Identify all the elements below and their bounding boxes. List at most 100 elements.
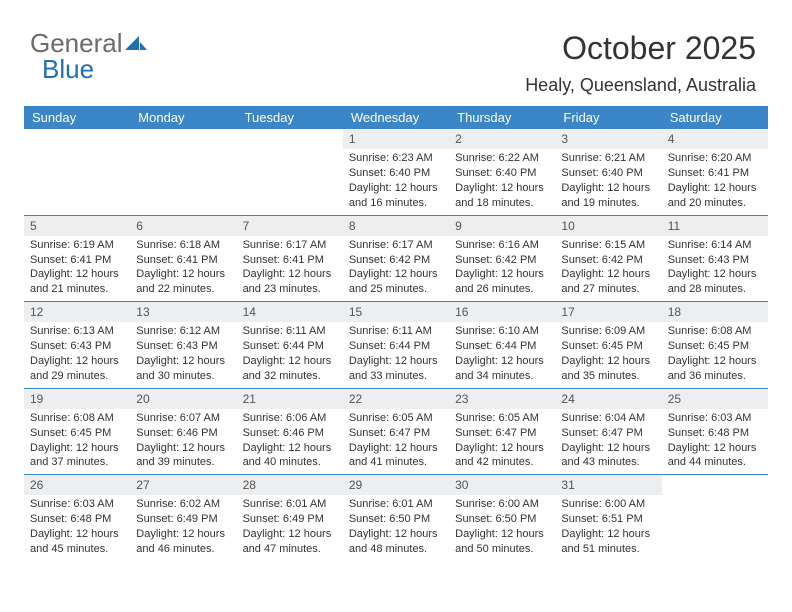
calendar-cell: 5Sunrise: 6:19 AMSunset: 6:41 PMDaylight… xyxy=(24,216,130,302)
daylight-line-2: and 40 minutes. xyxy=(243,455,337,470)
calendar-cell: 19Sunrise: 6:08 AMSunset: 6:45 PMDayligh… xyxy=(24,389,130,475)
cell-body: Sunrise: 6:04 AMSunset: 6:47 PMDaylight:… xyxy=(555,409,661,474)
calendar-cell: 2Sunrise: 6:22 AMSunset: 6:40 PMDaylight… xyxy=(449,129,555,215)
daylight-line-1: Daylight: 12 hours xyxy=(349,181,443,196)
sunset-line: Sunset: 6:43 PM xyxy=(136,339,230,354)
calendar-cell xyxy=(237,129,343,215)
daylight-line-1: Daylight: 12 hours xyxy=(30,354,124,369)
daylight-line-2: and 20 minutes. xyxy=(668,196,762,211)
sunset-line: Sunset: 6:41 PM xyxy=(30,253,124,268)
daylight-line-2: and 29 minutes. xyxy=(30,369,124,384)
day-number: 17 xyxy=(555,302,661,322)
day-number: 14 xyxy=(237,302,343,322)
sunrise-line: Sunrise: 6:12 AM xyxy=(136,324,230,339)
calendar-cell: 4Sunrise: 6:20 AMSunset: 6:41 PMDaylight… xyxy=(662,129,768,215)
day-number: 31 xyxy=(555,475,661,495)
sunset-line: Sunset: 6:50 PM xyxy=(349,512,443,527)
day-number: 24 xyxy=(555,389,661,409)
daylight-line-1: Daylight: 12 hours xyxy=(136,354,230,369)
day-number: 29 xyxy=(343,475,449,495)
day-header: Sunday xyxy=(24,106,130,129)
sunset-line: Sunset: 6:41 PM xyxy=(668,166,762,181)
daylight-line-1: Daylight: 12 hours xyxy=(349,267,443,282)
sunrise-line: Sunrise: 6:02 AM xyxy=(136,497,230,512)
sunset-line: Sunset: 6:40 PM xyxy=(349,166,443,181)
sunset-line: Sunset: 6:43 PM xyxy=(668,253,762,268)
calendar-cell: 22Sunrise: 6:05 AMSunset: 6:47 PMDayligh… xyxy=(343,389,449,475)
daylight-line-2: and 37 minutes. xyxy=(30,455,124,470)
calendar-cell: 13Sunrise: 6:12 AMSunset: 6:43 PMDayligh… xyxy=(130,302,236,388)
sunset-line: Sunset: 6:46 PM xyxy=(136,426,230,441)
calendar-week: 26Sunrise: 6:03 AMSunset: 6:48 PMDayligh… xyxy=(24,474,768,561)
sunrise-line: Sunrise: 6:18 AM xyxy=(136,238,230,253)
calendar-grid: SundayMondayTuesdayWednesdayThursdayFrid… xyxy=(24,106,768,561)
calendar-week: 5Sunrise: 6:19 AMSunset: 6:41 PMDaylight… xyxy=(24,215,768,302)
day-number: 22 xyxy=(343,389,449,409)
daylight-line-1: Daylight: 12 hours xyxy=(668,181,762,196)
day-number: 28 xyxy=(237,475,343,495)
sunrise-line: Sunrise: 6:05 AM xyxy=(349,411,443,426)
cell-body: Sunrise: 6:01 AMSunset: 6:49 PMDaylight:… xyxy=(237,495,343,560)
cell-body: Sunrise: 6:12 AMSunset: 6:43 PMDaylight:… xyxy=(130,322,236,387)
sunset-line: Sunset: 6:47 PM xyxy=(561,426,655,441)
sunset-line: Sunset: 6:41 PM xyxy=(136,253,230,268)
cell-body: Sunrise: 6:11 AMSunset: 6:44 PMDaylight:… xyxy=(343,322,449,387)
sunset-line: Sunset: 6:46 PM xyxy=(243,426,337,441)
daylight-line-1: Daylight: 12 hours xyxy=(30,267,124,282)
day-header: Thursday xyxy=(449,106,555,129)
calendar-week: 1Sunrise: 6:23 AMSunset: 6:40 PMDaylight… xyxy=(24,129,768,215)
day-number: 9 xyxy=(449,216,555,236)
sunrise-line: Sunrise: 6:14 AM xyxy=(668,238,762,253)
sunrise-line: Sunrise: 6:23 AM xyxy=(349,151,443,166)
daylight-line-2: and 22 minutes. xyxy=(136,282,230,297)
cell-body: Sunrise: 6:10 AMSunset: 6:44 PMDaylight:… xyxy=(449,322,555,387)
sunset-line: Sunset: 6:49 PM xyxy=(243,512,337,527)
calendar-cell: 31Sunrise: 6:00 AMSunset: 6:51 PMDayligh… xyxy=(555,475,661,561)
sunset-line: Sunset: 6:49 PM xyxy=(136,512,230,527)
cell-body: Sunrise: 6:20 AMSunset: 6:41 PMDaylight:… xyxy=(662,149,768,214)
sunrise-line: Sunrise: 6:08 AM xyxy=(30,411,124,426)
day-number: 25 xyxy=(662,389,768,409)
daylight-line-1: Daylight: 12 hours xyxy=(243,267,337,282)
brand-text-2: Blue xyxy=(42,54,94,85)
daylight-line-1: Daylight: 12 hours xyxy=(455,441,549,456)
cell-body: Sunrise: 6:19 AMSunset: 6:41 PMDaylight:… xyxy=(24,236,130,301)
sunrise-line: Sunrise: 6:19 AM xyxy=(30,238,124,253)
sunrise-line: Sunrise: 6:04 AM xyxy=(561,411,655,426)
cell-body: Sunrise: 6:02 AMSunset: 6:49 PMDaylight:… xyxy=(130,495,236,560)
daylight-line-1: Daylight: 12 hours xyxy=(668,267,762,282)
sunrise-line: Sunrise: 6:06 AM xyxy=(243,411,337,426)
sunrise-line: Sunrise: 6:00 AM xyxy=(561,497,655,512)
daylight-line-2: and 30 minutes. xyxy=(136,369,230,384)
calendar-cell: 8Sunrise: 6:17 AMSunset: 6:42 PMDaylight… xyxy=(343,216,449,302)
day-header-row: SundayMondayTuesdayWednesdayThursdayFrid… xyxy=(24,106,768,129)
calendar-cell: 10Sunrise: 6:15 AMSunset: 6:42 PMDayligh… xyxy=(555,216,661,302)
cell-body: Sunrise: 6:00 AMSunset: 6:50 PMDaylight:… xyxy=(449,495,555,560)
daylight-line-2: and 42 minutes. xyxy=(455,455,549,470)
calendar-week: 12Sunrise: 6:13 AMSunset: 6:43 PMDayligh… xyxy=(24,301,768,388)
cell-body: Sunrise: 6:05 AMSunset: 6:47 PMDaylight:… xyxy=(343,409,449,474)
day-header: Wednesday xyxy=(343,106,449,129)
sunset-line: Sunset: 6:44 PM xyxy=(243,339,337,354)
cell-body: Sunrise: 6:08 AMSunset: 6:45 PMDaylight:… xyxy=(662,322,768,387)
month-title: October 2025 xyxy=(525,30,756,67)
daylight-line-1: Daylight: 12 hours xyxy=(243,527,337,542)
calendar-cell: 16Sunrise: 6:10 AMSunset: 6:44 PMDayligh… xyxy=(449,302,555,388)
daylight-line-1: Daylight: 12 hours xyxy=(243,441,337,456)
calendar-cell: 11Sunrise: 6:14 AMSunset: 6:43 PMDayligh… xyxy=(662,216,768,302)
calendar-cell: 17Sunrise: 6:09 AMSunset: 6:45 PMDayligh… xyxy=(555,302,661,388)
calendar-cell: 9Sunrise: 6:16 AMSunset: 6:42 PMDaylight… xyxy=(449,216,555,302)
sunset-line: Sunset: 6:42 PM xyxy=(349,253,443,268)
sunrise-line: Sunrise: 6:08 AM xyxy=(668,324,762,339)
calendar-cell: 18Sunrise: 6:08 AMSunset: 6:45 PMDayligh… xyxy=(662,302,768,388)
daylight-line-1: Daylight: 12 hours xyxy=(30,527,124,542)
sunrise-line: Sunrise: 6:15 AM xyxy=(561,238,655,253)
sunset-line: Sunset: 6:42 PM xyxy=(455,253,549,268)
sunset-line: Sunset: 6:48 PM xyxy=(668,426,762,441)
daylight-line-1: Daylight: 12 hours xyxy=(349,354,443,369)
daylight-line-2: and 27 minutes. xyxy=(561,282,655,297)
sunset-line: Sunset: 6:45 PM xyxy=(561,339,655,354)
cell-body: Sunrise: 6:15 AMSunset: 6:42 PMDaylight:… xyxy=(555,236,661,301)
daylight-line-2: and 32 minutes. xyxy=(243,369,337,384)
day-number: 7 xyxy=(237,216,343,236)
